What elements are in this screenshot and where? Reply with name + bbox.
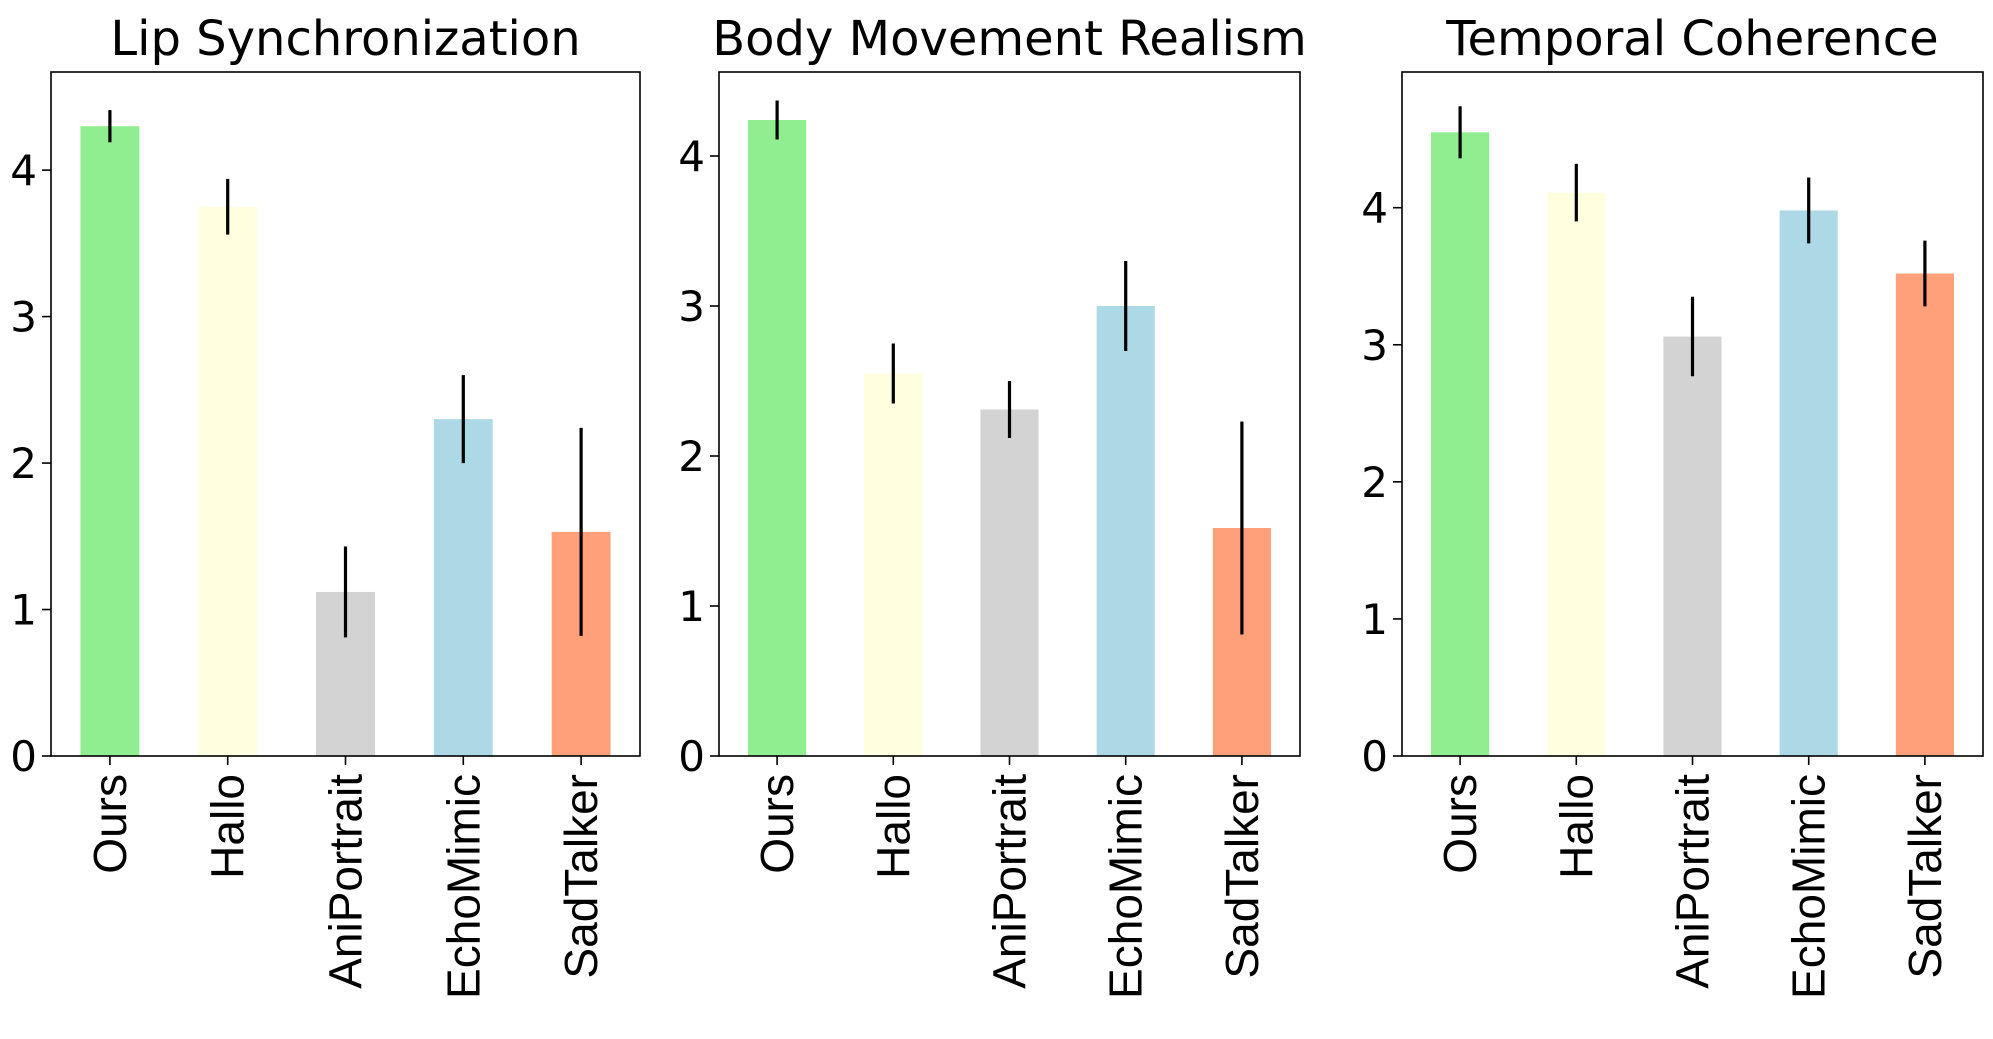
bar-hallo [198,206,258,757]
bar-aniportrait [1663,336,1722,756]
bar-hallo [864,373,923,756]
category-label: AniPortrait [984,774,1036,989]
category-label: Hallo [202,774,254,879]
category-label: Ours [1434,774,1486,874]
y-tick-label: 3 [678,282,705,331]
bar-ours [748,120,807,756]
y-tick-label: 1 [10,586,37,635]
y-tick-label: 4 [10,146,37,195]
bar-hallo [1547,192,1606,756]
y-tick-label: 1 [1361,595,1388,644]
y-tick-label: 2 [10,439,37,488]
y-tick-label: 2 [1361,458,1388,507]
y-tick-label: 3 [1361,321,1388,370]
category-label: Hallo [867,774,919,879]
bar-ours [1431,132,1490,756]
category-label: EchoMimic [437,774,489,999]
bar-echomimic [1096,306,1155,756]
plot-frame [1401,71,1984,757]
bar-aniportrait [980,409,1039,756]
panel-temporal-coherence: Temporal Coherence Ours Hallo AniPortrait E… [1361,11,1984,999]
y-tick-label: 4 [678,132,705,181]
category-label: Ours [84,774,136,874]
category-label: Ours [751,774,803,874]
panel-body-movement-realism: Body Movement Realism Ours Hallo AniPortra… [678,11,1306,999]
plot-frame [718,71,1301,757]
y-tick-label: 3 [10,293,37,342]
category-label: AniPortrait [1667,774,1719,989]
bar-ours [80,126,140,756]
bar-echomimic [433,419,493,756]
y-tick-label: 0 [1361,732,1388,781]
y-tick-label: 4 [1361,184,1388,233]
bar-sadtalker [1895,273,1954,756]
y-tick-label: 0 [678,732,705,781]
category-label: AniPortrait [320,774,372,989]
y-tick-label: 1 [678,582,705,631]
y-tick-label: 0 [10,732,37,781]
chart-title: Body Movement Realism [712,11,1307,67]
plot-frame [50,71,641,757]
category-label: SadTalker [1216,774,1268,979]
category-label: SadTalker [1899,774,1951,979]
category-label: EchoMimic [1783,774,1835,999]
chart-title: Temporal Coherence [1445,11,1938,67]
category-label: SadTalker [555,774,607,979]
category-label: Hallo [1550,774,1602,879]
y-tick-label: 2 [678,432,705,481]
panel-lip-synchronization: Lip Synchronization Ours Hallo AniPortrait… [10,11,641,999]
chart-title: Lip Synchronization [110,11,580,67]
bar-echomimic [1779,210,1838,756]
category-label: EchoMimic [1100,774,1152,999]
